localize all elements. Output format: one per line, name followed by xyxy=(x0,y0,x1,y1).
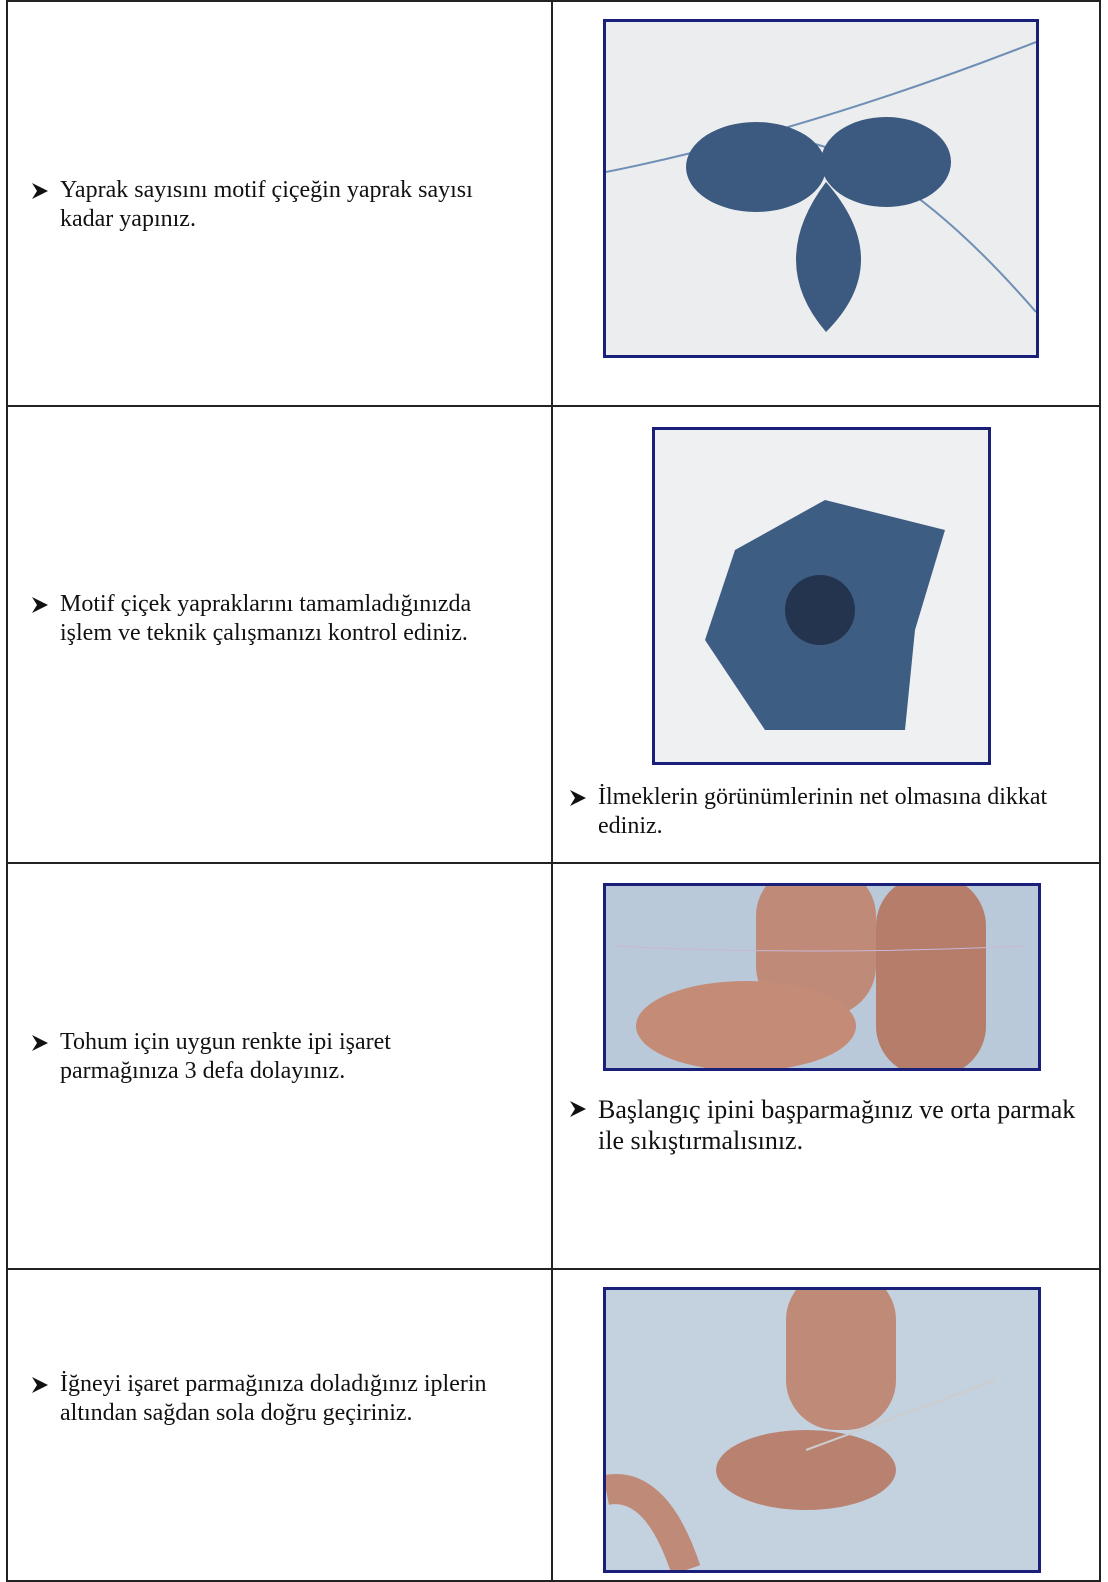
photo-art xyxy=(705,500,945,730)
cell xyxy=(551,1268,1101,1582)
photo xyxy=(652,427,991,765)
photo xyxy=(603,19,1039,358)
step: Yaprak sayısını motif çiçeğin yaprak say… xyxy=(30,176,510,234)
bullet xyxy=(32,1035,48,1051)
step-text: Yaprak sayısını motif çiçeğin yaprak say… xyxy=(60,177,473,232)
step-text: İğneyi işaret parmağınıza doladığınız ip… xyxy=(60,1371,487,1426)
caption: Başlangıç ipini başparmağınız ve orta pa… xyxy=(568,1094,1098,1156)
caption-text: İlmeklerin görünümlerinin net olmasına d… xyxy=(598,784,1048,839)
caption-text: Başlangıç ipini başparmağınız ve orta pa… xyxy=(598,1095,1076,1155)
bullet xyxy=(570,790,586,806)
bullet xyxy=(570,1101,586,1117)
bullet xyxy=(32,183,48,199)
step-text: Tohum için uygun renkte ipi işaret parma… xyxy=(60,1029,391,1084)
photo-art xyxy=(615,886,1027,1068)
step: Motif çiçek yapraklarını tamamladığınızd… xyxy=(30,590,500,648)
step: İğneyi işaret parmağınıza doladığınız ip… xyxy=(30,1370,510,1428)
step-text: Motif çiçek yapraklarını tamamladığınızd… xyxy=(60,591,472,646)
bullet xyxy=(32,597,48,613)
step: Tohum için uygun renkte ipi işaret parma… xyxy=(30,1028,500,1086)
caption: İlmeklerin görünümlerinin net olmasına d… xyxy=(568,783,1088,841)
photo xyxy=(603,1287,1041,1573)
photo xyxy=(603,883,1041,1071)
bullet xyxy=(32,1377,48,1393)
photo-art xyxy=(606,41,1036,332)
photo-art xyxy=(606,1290,997,1570)
